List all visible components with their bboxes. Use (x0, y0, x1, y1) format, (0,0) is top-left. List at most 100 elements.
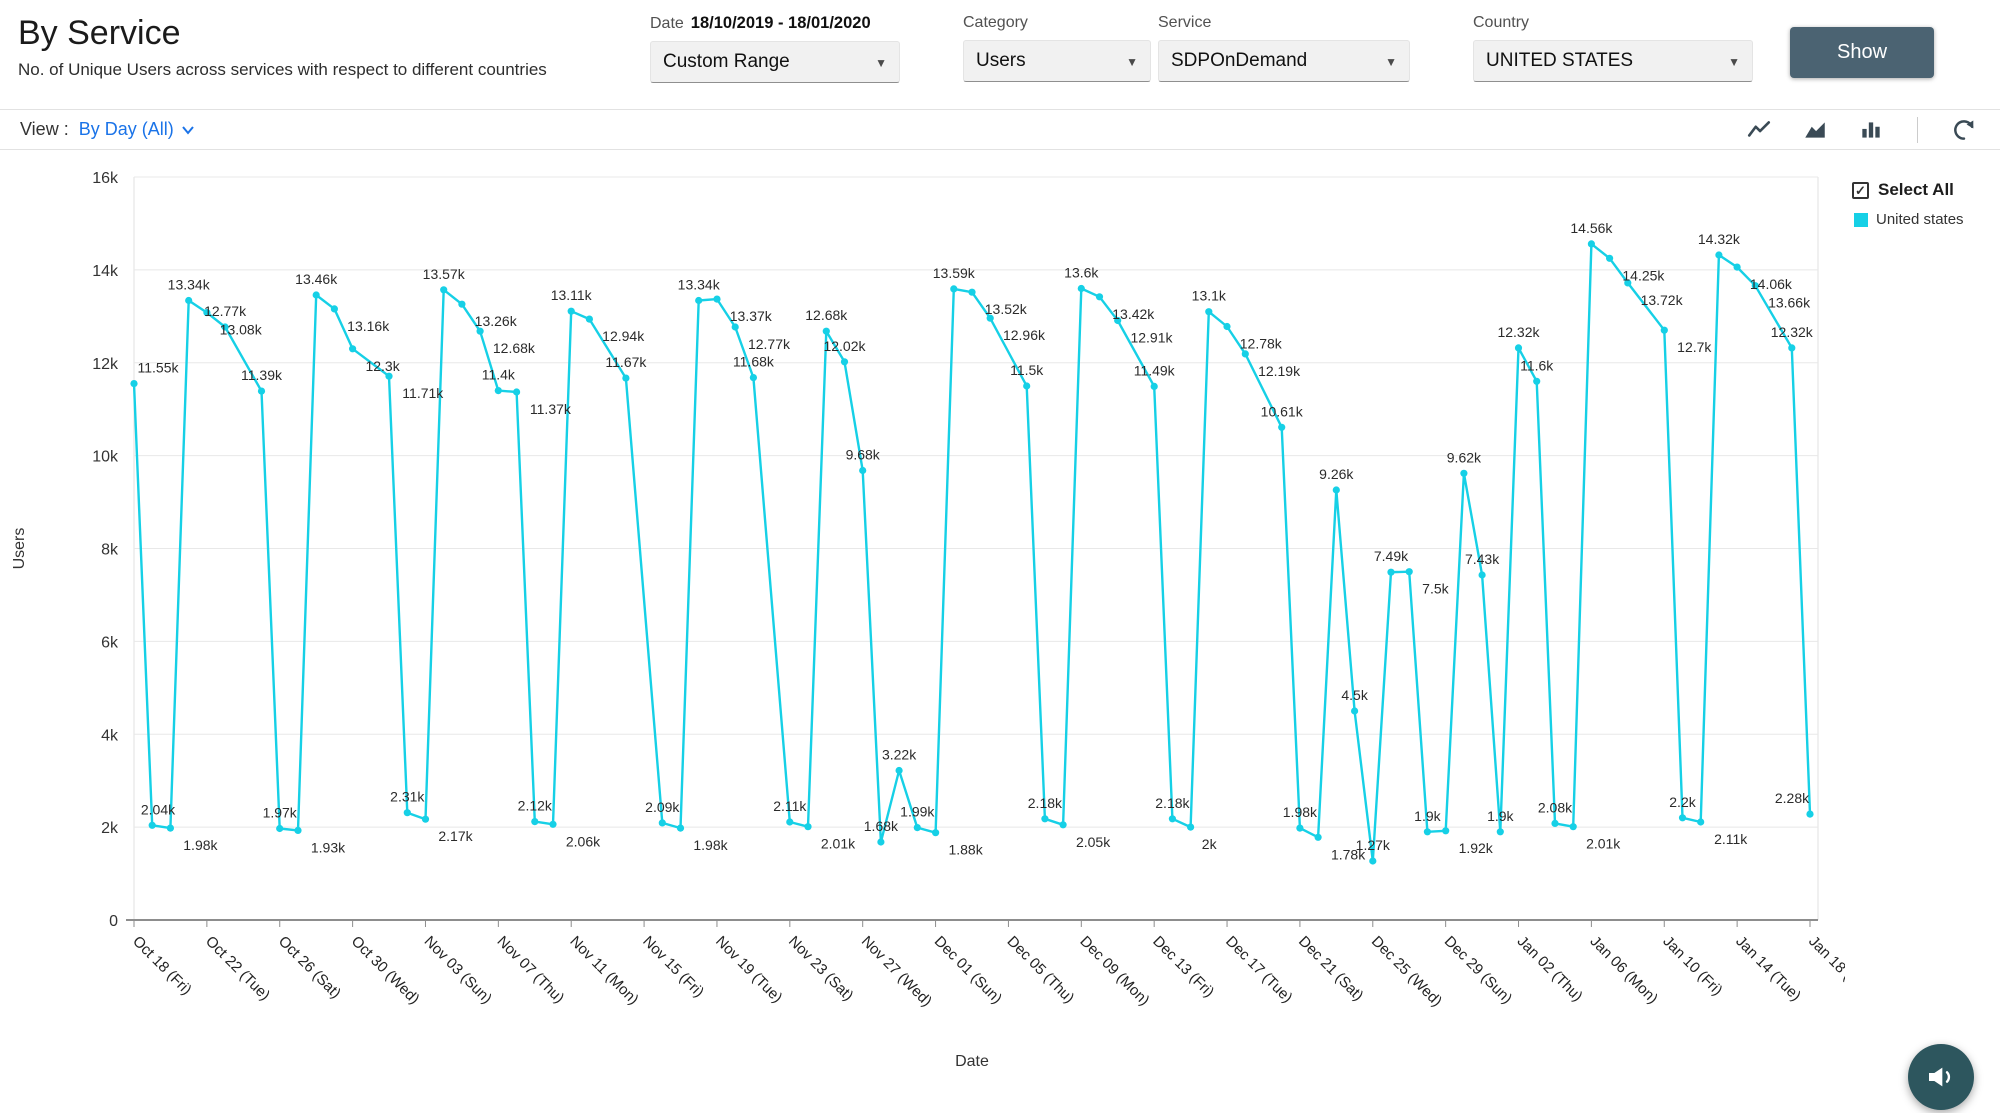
svg-text:9.26k: 9.26k (1319, 466, 1354, 482)
svg-text:Nov 27 (Wed): Nov 27 (Wed) (858, 933, 935, 1010)
svg-text:13.6k: 13.6k (1064, 265, 1099, 281)
svg-text:1.92k: 1.92k (1459, 840, 1494, 856)
svg-text:7.49k: 7.49k (1374, 548, 1409, 564)
area-chart-icon[interactable] (1799, 115, 1831, 145)
page-title: By Service (18, 14, 181, 52)
svg-text:1.68k: 1.68k (864, 818, 899, 834)
caret-down-icon (875, 51, 887, 73)
svg-text:Nov 11 (Mon): Nov 11 (Mon) (566, 933, 641, 1008)
megaphone-icon (1929, 1067, 1951, 1087)
svg-text:14.06k: 14.06k (1750, 276, 1793, 292)
toolbar-divider (1917, 116, 1918, 143)
svg-text:2k: 2k (101, 820, 119, 837)
country-select[interactable]: UNITED STATES (1473, 40, 1753, 82)
svg-text:2.2k: 2.2k (1669, 794, 1696, 810)
svg-text:13.34k: 13.34k (168, 277, 211, 293)
svg-text:Oct 22 (Tue): Oct 22 (Tue) (202, 933, 273, 1004)
svg-text:12.02k: 12.02k (823, 338, 866, 354)
svg-text:12.19k: 12.19k (1258, 363, 1301, 379)
checkbox-checked-icon (1852, 181, 1869, 199)
svg-text:2.09k: 2.09k (645, 799, 680, 815)
category-select[interactable]: Users (963, 40, 1151, 82)
svg-text:Oct 26 (Sat): Oct 26 (Sat) (275, 933, 344, 1002)
svg-text:11.39k: 11.39k (241, 367, 283, 383)
svg-text:Jan 10 (Fri): Jan 10 (Fri) (1659, 933, 1725, 999)
svg-text:9.62k: 9.62k (1447, 449, 1482, 465)
view-mode-value: By Day (All) (78, 119, 174, 139)
date-filter-label: Date (650, 15, 684, 32)
chart-area: 0 2k 4k 6k 8k 10k 12k 14k 16k Oct 18 (Fri) Oct 22 … (0, 150, 2000, 1112)
svg-text:14.32k: 14.32k (1698, 231, 1741, 247)
svg-text:11.68k: 11.68k (733, 354, 775, 370)
date-range-value: 18/10/2019 - 18/01/2020 (690, 14, 871, 32)
series-color-swatch (1854, 212, 1868, 227)
svg-text:13.42k: 13.42k (1112, 306, 1155, 322)
svg-text:13.11k: 13.11k (551, 287, 593, 303)
legend-item-united-states[interactable]: United states (1852, 211, 1964, 228)
legend-series-label: United states (1876, 211, 1964, 228)
svg-text:2.31k: 2.31k (390, 789, 425, 805)
svg-text:Nov 23 (Sat): Nov 23 (Sat) (785, 933, 857, 1005)
svg-text:11.6k: 11.6k (1520, 357, 1554, 373)
svg-text:Dec 01 (Sun): Dec 01 (Sun) (931, 933, 1006, 1008)
svg-text:Nov 19 (Tue): Nov 19 (Tue) (712, 933, 786, 1007)
svg-text:14k: 14k (92, 263, 119, 280)
category-filter-label: Category (963, 14, 1028, 31)
bar-chart-icon[interactable] (1855, 115, 1887, 145)
svg-text:13.59k: 13.59k (933, 265, 976, 281)
svg-text:12.3k: 12.3k (365, 358, 400, 374)
svg-text:Dec 17 (Tue): Dec 17 (Tue) (1222, 933, 1296, 1007)
svg-text:1.9k: 1.9k (1487, 808, 1514, 824)
svg-text:7.43k: 7.43k (1465, 551, 1500, 567)
svg-text:2.12k: 2.12k (518, 798, 553, 814)
category-filter-group: Category Users (963, 14, 1151, 82)
service-select[interactable]: SDPOnDemand (1158, 40, 1410, 82)
svg-text:12.7k: 12.7k (1677, 339, 1712, 355)
svg-text:Date: Date (955, 1053, 989, 1070)
svg-text:2.06k: 2.06k (566, 833, 601, 849)
svg-text:13.57k: 13.57k (423, 266, 466, 282)
svg-text:2.01k: 2.01k (821, 836, 856, 852)
svg-text:7.5k: 7.5k (1422, 581, 1449, 597)
line-chart-icon[interactable] (1743, 115, 1775, 145)
svg-text:1.93k: 1.93k (311, 839, 346, 855)
refresh-icon[interactable] (1948, 115, 1980, 145)
svg-text:1.99k: 1.99k (900, 804, 935, 820)
users-line-chart[interactable]: 0 2k 4k 6k 8k 10k 12k 14k 16k Oct 18 (Fri) Oct 22 … (0, 150, 1845, 1090)
show-button[interactable]: Show (1790, 27, 1934, 78)
svg-text:11.5k: 11.5k (1010, 362, 1044, 378)
country-filter-label: Country (1473, 14, 1530, 31)
svg-text:13.08k: 13.08k (220, 322, 263, 338)
country-selected-option: UNITED STATES (1486, 50, 1634, 71)
svg-text:2k: 2k (1202, 836, 1218, 852)
title-block: By Service No. of Unique Users across se… (18, 14, 618, 80)
date-range-selected-option: Custom Range (663, 51, 790, 72)
svg-text:13.46k: 13.46k (295, 271, 338, 287)
svg-text:1.88k: 1.88k (948, 842, 983, 858)
svg-text:12.68k: 12.68k (805, 307, 848, 323)
svg-text:13.34k: 13.34k (678, 277, 721, 293)
svg-text:Dec 05 (Thu): Dec 05 (Thu) (1004, 933, 1078, 1007)
svg-text:Nov 15 (Fri): Nov 15 (Fri) (639, 933, 707, 1001)
svg-text:2.04k: 2.04k (141, 801, 176, 817)
svg-text:13.52k: 13.52k (985, 301, 1028, 317)
svg-text:3.22k: 3.22k (882, 747, 917, 763)
svg-text:14.25k: 14.25k (1622, 267, 1665, 283)
svg-text:11.49k: 11.49k (1134, 362, 1176, 378)
svg-text:10.61k: 10.61k (1261, 403, 1304, 419)
svg-text:2.18k: 2.18k (1155, 795, 1190, 811)
svg-text:Jan 14 (Tue): Jan 14 (Tue) (1732, 933, 1804, 1005)
announcement-fab[interactable] (1908, 1044, 1974, 1110)
svg-text:8k: 8k (101, 542, 119, 559)
svg-text:Jan 02 (Thu): Jan 02 (Thu) (1514, 933, 1586, 1005)
svg-text:12.32k: 12.32k (1771, 324, 1814, 340)
svg-text:2.11k: 2.11k (773, 798, 807, 814)
select-all-checkbox[interactable]: Select All (1852, 180, 1964, 200)
caret-down-icon (1126, 50, 1138, 72)
svg-text:11.4k: 11.4k (482, 367, 516, 383)
svg-text:16k: 16k (92, 170, 119, 187)
view-mode-dropdown[interactable]: By Day (All) (79, 119, 195, 140)
date-range-select[interactable]: Custom Range (650, 41, 900, 83)
svg-text:12.91k: 12.91k (1130, 330, 1173, 346)
